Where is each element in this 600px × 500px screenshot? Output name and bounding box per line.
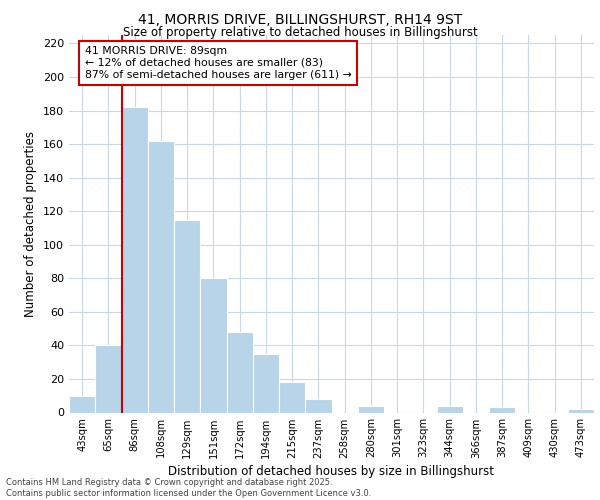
Bar [95,346,121,412]
Text: Size of property relative to detached houses in Billingshurst: Size of property relative to detached ho… [122,26,478,39]
Bar [200,278,227,412]
Text: 41 MORRIS DRIVE: 89sqm
← 12% of detached houses are smaller (83)
87% of semi-det: 41 MORRIS DRIVE: 89sqm ← 12% of detached… [85,46,352,80]
Bar [121,107,148,412]
Bar [174,220,200,412]
Bar [253,354,279,412]
Text: Contains HM Land Registry data © Crown copyright and database right 2025.
Contai: Contains HM Land Registry data © Crown c… [6,478,371,498]
Y-axis label: Number of detached properties: Number of detached properties [25,130,37,317]
Bar [358,406,384,412]
Bar [69,396,95,412]
Bar [489,408,515,412]
Bar [305,399,331,412]
Bar [568,409,594,412]
Bar [279,382,305,412]
Bar [148,140,174,412]
X-axis label: Distribution of detached houses by size in Billingshurst: Distribution of detached houses by size … [169,464,494,477]
Text: 41, MORRIS DRIVE, BILLINGSHURST, RH14 9ST: 41, MORRIS DRIVE, BILLINGSHURST, RH14 9S… [138,12,462,26]
Bar [227,332,253,412]
Bar [437,406,463,412]
